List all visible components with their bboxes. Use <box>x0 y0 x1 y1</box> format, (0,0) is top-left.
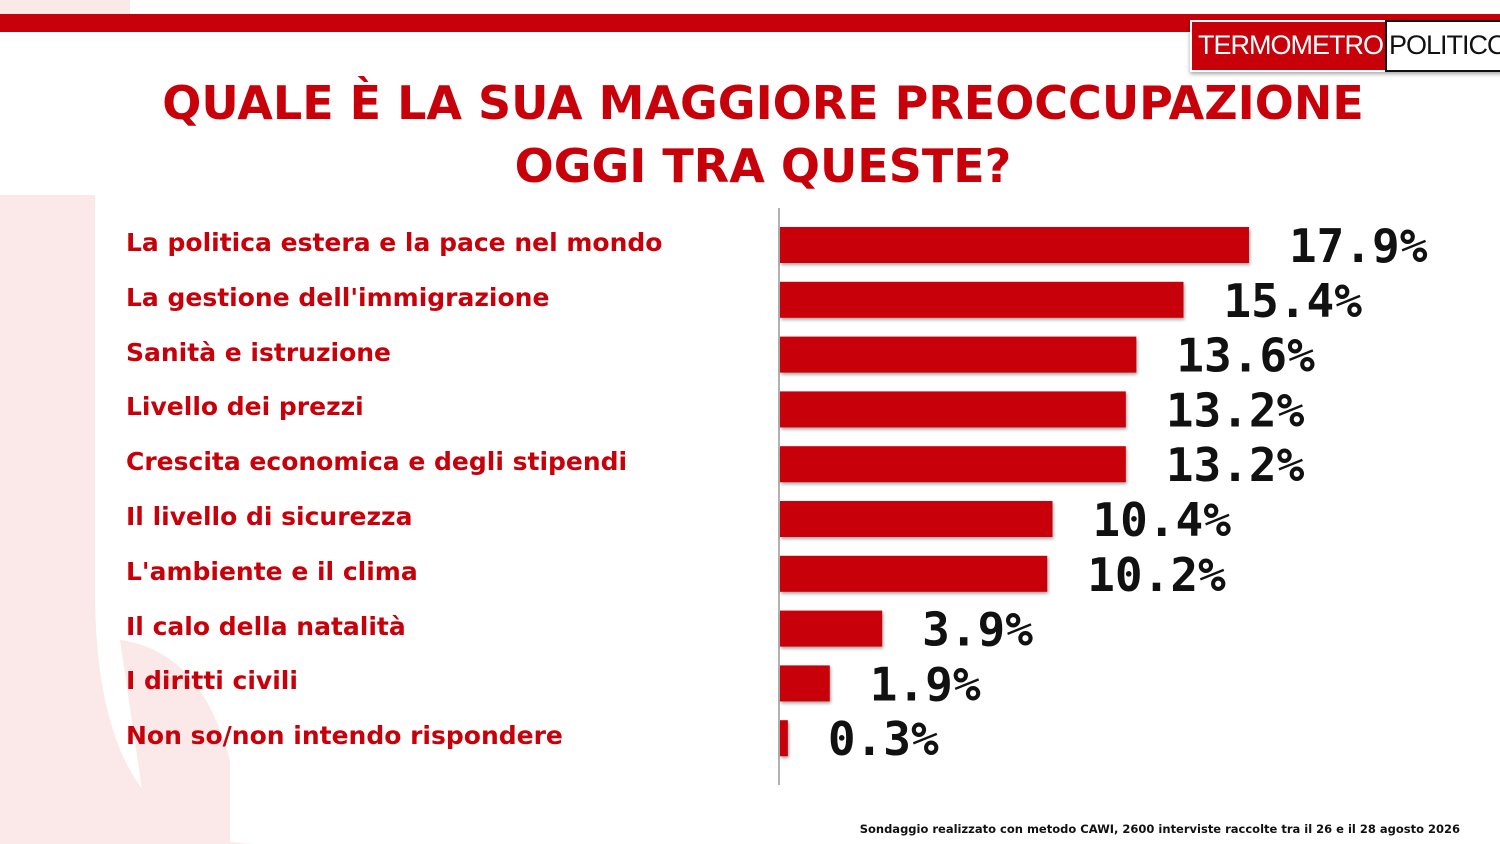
data-label: 1.9% <box>870 657 981 711</box>
logo-part-red: TERMOMETRO <box>1190 20 1385 72</box>
bar <box>780 720 788 757</box>
category-label: L'ambiente e il clima <box>126 556 418 586</box>
chart-title: QUALE È LA SUA MAGGIORE PREOCCUPAZIONE O… <box>0 72 1500 198</box>
bar <box>780 555 1048 592</box>
data-label: 13.6% <box>1176 329 1315 383</box>
data-label: 13.2% <box>1166 438 1305 492</box>
category-label: Crescita economica e degli stipendi <box>126 447 628 477</box>
category-label: Livello dei prezzi <box>126 392 364 422</box>
survey-footnote: Sondaggio realizzato con metodo CAWI, 26… <box>859 822 1460 836</box>
logo-part-white: POLITICO <box>1385 20 1500 72</box>
category-label: Non so/non intendo rispondere <box>126 721 563 751</box>
bar <box>780 610 883 647</box>
bar <box>780 501 1053 537</box>
data-label: 13.2% <box>1166 383 1305 437</box>
category-label: I diritti civili <box>126 666 298 696</box>
chart-title-line-1: QUALE È LA SUA MAGGIORE PREOCCUPAZIONE <box>162 76 1364 130</box>
bar <box>780 446 1126 483</box>
chart-title-line-2: OGGI TRA QUESTE? <box>514 139 1012 193</box>
bar <box>780 281 1184 318</box>
category-label: Il calo della natalità <box>126 611 406 641</box>
category-label: Sanità e istruzione <box>126 337 392 367</box>
data-label: 10.4% <box>1092 493 1231 547</box>
data-label: 10.2% <box>1087 548 1226 602</box>
category-label: Il livello di sicurezza <box>126 502 413 531</box>
top-accent-bar <box>0 14 1500 32</box>
data-label: 17.9% <box>1289 219 1428 273</box>
bar <box>780 391 1126 428</box>
bar <box>780 336 1137 373</box>
termometro-politico-logo: TERMOMETRO POLITICO <box>1190 20 1500 72</box>
category-label: La politica estera e la pace nel mondo <box>126 228 663 257</box>
data-label: 0.3% <box>828 712 939 766</box>
category-label: La gestione dell'immigrazione <box>126 282 550 312</box>
bar <box>780 665 830 702</box>
data-label: 15.4% <box>1223 274 1362 328</box>
bar <box>780 227 1249 263</box>
data-label: 3.9% <box>922 603 1033 657</box>
